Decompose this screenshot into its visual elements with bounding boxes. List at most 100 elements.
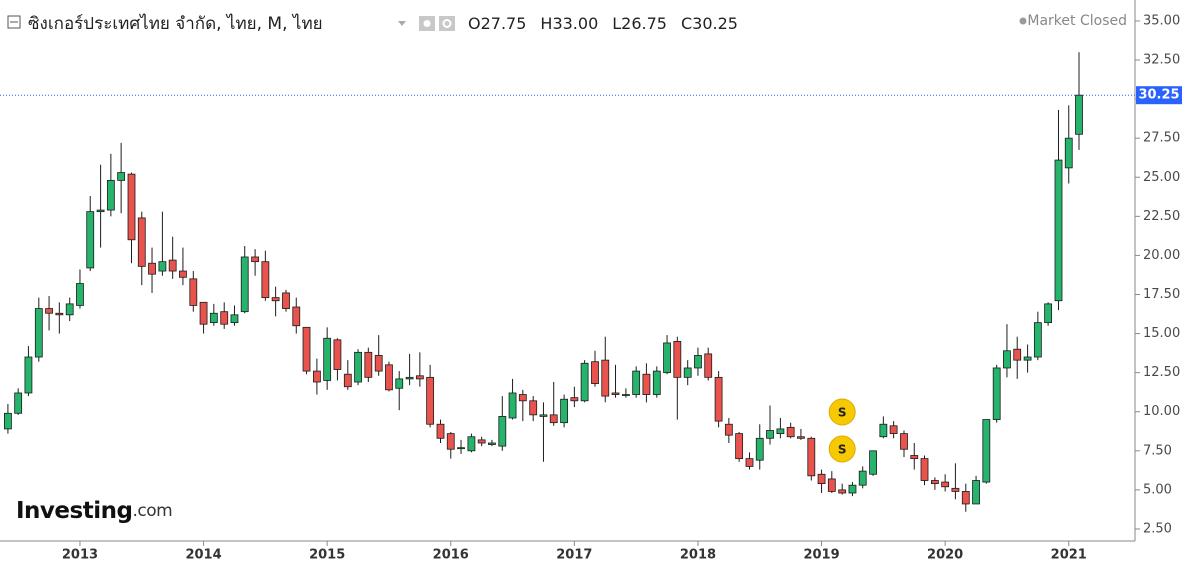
- market-status: Market Closed: [1027, 13, 1127, 29]
- candle-body: [570, 397, 579, 402]
- candle-body: [622, 394, 630, 396]
- candle-body: [220, 311, 229, 325]
- candle-body: [76, 283, 84, 306]
- candle-body: [652, 370, 661, 395]
- candle-body: [580, 362, 589, 402]
- candle-body: [961, 491, 970, 505]
- candle-body: [910, 455, 919, 460]
- candle-body: [735, 433, 744, 460]
- candle-body: [55, 312, 64, 316]
- event-label: S: [838, 443, 847, 457]
- x-tick-label: 2014: [185, 548, 221, 563]
- candle-body: [158, 261, 167, 272]
- candle-body: [632, 370, 641, 395]
- candle-body: [209, 312, 218, 324]
- candle-body: [827, 478, 836, 492]
- field-label: O: [468, 14, 481, 33]
- candle-body: [1013, 348, 1022, 361]
- candle-body: [117, 172, 126, 181]
- candle-body: [786, 426, 795, 438]
- candle-body: [374, 355, 383, 372]
- field-value: 27.75: [481, 14, 527, 33]
- eye-icon-pupil: [423, 20, 431, 27]
- event-marker: [828, 435, 856, 463]
- candle-body: [972, 480, 980, 505]
- candle-body: [848, 484, 857, 494]
- candle-body: [148, 262, 156, 275]
- candle-body: [879, 423, 888, 438]
- candle-body: [992, 367, 1001, 420]
- candle-body: [34, 308, 43, 358]
- candle-body: [302, 326, 311, 372]
- last-price-label: 30.25: [1138, 88, 1179, 103]
- candle-body: [292, 306, 301, 327]
- candle-body: [86, 211, 95, 269]
- y-tick-label: 27.50: [1143, 131, 1180, 146]
- ohlc-fields: O27.75 H33.00 L26.75 C30.25: [468, 14, 738, 33]
- event-marker: [828, 398, 856, 426]
- candle-body: [807, 437, 816, 477]
- watermark-brand: Investing: [16, 498, 132, 524]
- x-tick-label: 2021: [1051, 548, 1087, 563]
- candle-body: [96, 209, 105, 213]
- candle-body: [261, 261, 270, 299]
- candle-body: [694, 355, 702, 369]
- candle-body: [343, 373, 352, 388]
- candle-body: [168, 259, 177, 272]
- candle-body: [1075, 94, 1083, 135]
- x-tick-label: 2017: [556, 548, 592, 563]
- candle-body: [498, 416, 507, 447]
- x-tick-label: 2020: [927, 548, 963, 563]
- candle-body: [549, 414, 558, 424]
- candle-body: [941, 481, 950, 488]
- candle-body: [869, 450, 877, 475]
- y-tick-label: 7.50: [1143, 443, 1172, 458]
- candle-body: [106, 179, 115, 211]
- candle-body: [271, 297, 280, 302]
- status-dot: [1019, 17, 1027, 25]
- y-tick-label: 22.50: [1143, 209, 1180, 224]
- field-label: L: [612, 14, 621, 33]
- y-tick-label: 12.50: [1143, 365, 1180, 380]
- candle-body: [137, 217, 146, 267]
- candle-body: [1064, 137, 1073, 169]
- event-label: S: [838, 406, 847, 420]
- candle-body: [714, 376, 723, 422]
- y-tick-label: 17.50: [1143, 287, 1180, 302]
- x-tick-label: 2018: [680, 548, 716, 563]
- candle-body: [4, 412, 12, 430]
- settings-icon[interactable]: [439, 16, 455, 31]
- candle-body: [642, 373, 651, 395]
- candle-body: [65, 303, 74, 316]
- candle-body: [436, 423, 445, 439]
- candle-body: [560, 398, 569, 424]
- candle-body: [508, 392, 517, 419]
- candle-body: [930, 480, 939, 485]
- candle-body: [982, 419, 991, 483]
- candle-body: [1044, 303, 1053, 324]
- x-tick-label: 2019: [803, 548, 839, 563]
- candle-body: [601, 359, 610, 397]
- candle-body: [415, 375, 424, 380]
- y-tick-label: 32.50: [1143, 53, 1180, 68]
- candle-body: [951, 487, 960, 492]
- candle-body: [539, 414, 548, 417]
- ohlc-text: O27.75 H33.00 L26.75 C30.25: [468, 14, 738, 33]
- candle-body: [467, 436, 476, 452]
- x-tick-label: 2016: [433, 548, 469, 563]
- dropdown-caret[interactable]: [398, 21, 406, 26]
- candle-body: [199, 301, 208, 325]
- candle-body: [426, 376, 435, 425]
- y-tick-label: 5.00: [1143, 482, 1172, 497]
- candle-body: [683, 367, 692, 378]
- candle-body: [518, 394, 527, 402]
- watermark-domain: .com: [132, 501, 172, 521]
- candle-body: [364, 351, 373, 378]
- y-tick-label: 2.50: [1143, 521, 1172, 536]
- y-tick-label: 20.00: [1143, 248, 1180, 263]
- y-tick-label: 15.00: [1143, 326, 1180, 341]
- collapse-icon[interactable]: [7, 15, 21, 29]
- candle-body: [797, 436, 805, 439]
- candle-body: [529, 400, 538, 416]
